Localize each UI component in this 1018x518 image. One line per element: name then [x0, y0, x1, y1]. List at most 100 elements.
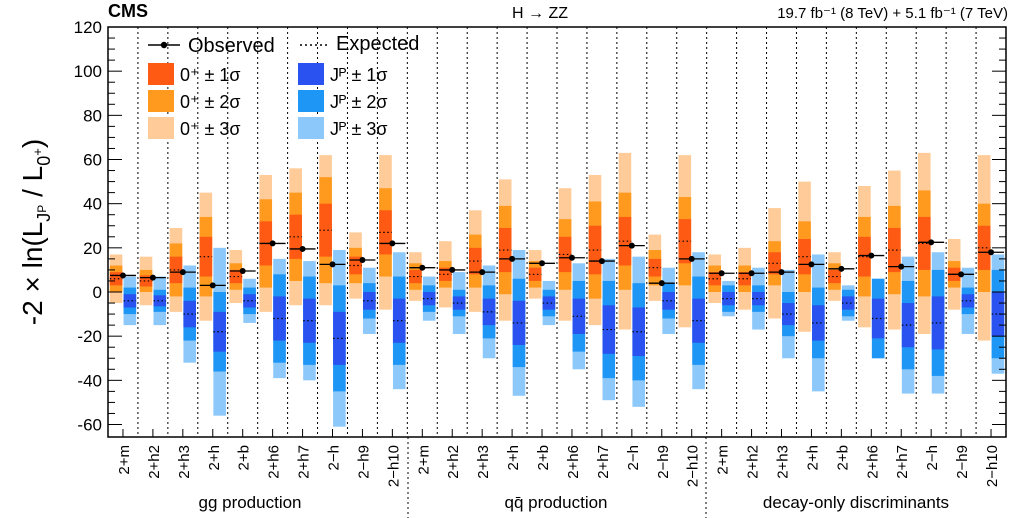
legend-sm-3s-swatch: [148, 117, 174, 139]
sm-1s-band-2-9: [977, 225, 991, 270]
legend-alt-2s-swatch: [298, 90, 324, 112]
sm-1s-band-0-1: [139, 275, 153, 287]
sm-1s-band-0-7: [319, 203, 332, 257]
y-tick-label--40: -40: [77, 371, 102, 390]
sm-1s-band-1-9: [678, 219, 692, 264]
alt-1s-band-1-0: [422, 292, 436, 306]
legend-alt-1s-swatch: [298, 63, 324, 85]
legend-sm-2s-swatch: [148, 90, 174, 112]
x-tick-label-0-7: 2−h: [326, 445, 343, 470]
observed-marker-2-9: [988, 249, 995, 256]
x-tick-label-1-5: 2+h6: [565, 445, 582, 479]
sm-1s-band-1-8: [648, 258, 662, 277]
sm-1s-band-1-3: [498, 227, 512, 273]
y-tick-label-40: 40: [83, 195, 102, 214]
legend-observed-marker: [160, 41, 168, 49]
sm-1s-band-2-3: [798, 239, 811, 275]
sm-1s-band-0-9: [379, 210, 392, 255]
sm-1s-band-1-1: [439, 267, 452, 281]
sm-1s-band-0-4: [229, 269, 243, 284]
observed-marker-1-1: [449, 266, 456, 273]
alt-1s-band-2-4: [841, 296, 855, 310]
y-tick-label-0: 0: [93, 283, 102, 302]
observed-marker-2-2: [778, 269, 785, 276]
sm-1s-band-2-6: [888, 227, 901, 273]
observed-marker-2-1: [748, 270, 755, 277]
x-tick-label-2-3: 2+h: [804, 445, 821, 470]
observed-marker-2-6: [898, 263, 905, 270]
x-tick-label-0-6: 2+h7: [296, 445, 313, 479]
x-tick-label-2-0: 2+m: [715, 445, 732, 475]
alt-1s-band-1-7: [632, 307, 646, 357]
x-tick-label-2-6: 2+h7: [894, 445, 911, 479]
observed-marker-0-4: [239, 268, 246, 275]
x-tick-label-1-1: 2+h2: [445, 445, 462, 479]
x-tick-label-0-4: 2+b: [236, 445, 253, 470]
alt-1s-band-1-6: [602, 305, 616, 354]
observed-marker-1-5: [568, 254, 575, 261]
observed-marker-0-6: [299, 245, 306, 252]
x-tick-label-2-7: 2−h: [924, 445, 941, 470]
sm-1s-band-2-5: [858, 236, 871, 277]
observed-marker-2-0: [718, 270, 725, 277]
observed-marker-1-6: [598, 258, 605, 265]
x-tick-label-2-5: 2+h6: [864, 445, 881, 479]
observed-marker-2-7: [928, 239, 935, 246]
alt-1s-band-0-7: [333, 311, 346, 365]
x-axis: 2+m 2+h2 2+h3 2+h 2+b 2+h6 2+h7 2−h 2−h9 2−h10 2+m…: [116, 429, 1001, 487]
process-label: H → ZZ: [512, 5, 568, 22]
sm-1s-band-2-7: [917, 216, 931, 270]
observed-marker-1-2: [479, 269, 486, 276]
legend-sm-3s-label: 0⁺ ± 3σ: [180, 119, 241, 139]
observed-marker-2-5: [868, 252, 875, 259]
group-label-qq: qq̄ production: [504, 493, 607, 512]
sm-1s-band-0-8: [349, 256, 362, 275]
x-tick-label-2-8: 2−h9: [954, 445, 971, 479]
alt-1s-band-2-0: [722, 292, 735, 306]
y-axis-title: -2 × ln(LJP / L0+): [17, 139, 54, 325]
observed-marker-0-3: [209, 282, 216, 289]
legend: Observed Expected 0⁺ ± 1σ 0⁺ ± 2σ 0⁺ ± 3…: [148, 33, 419, 139]
sm-1s-band-1-5: [558, 236, 572, 273]
x-tick-label-1-2: 2+h3: [475, 445, 492, 479]
observed-marker-1-4: [539, 260, 546, 267]
observed-marker-0-7: [329, 261, 336, 268]
alt-1s-band-2-2: [782, 303, 795, 326]
observed-marker-1-9: [688, 255, 695, 262]
observed-marker-0-1: [149, 274, 156, 281]
alt-1s-band-0-1: [153, 295, 167, 307]
observed-marker-1-3: [509, 255, 516, 262]
x-tick-label-2-4: 2+b: [834, 445, 851, 470]
alt-1s-band-2-8: [961, 294, 975, 308]
alt-1s-band-0-9: [392, 298, 406, 343]
x-tick-label-1-3: 2+h: [505, 445, 522, 470]
legend-sm-1s-label: 0⁺ ± 1σ: [180, 65, 241, 85]
alt-1s-band-1-1: [452, 296, 466, 310]
sm-1s-band-1-2: [468, 247, 482, 275]
alt-1s-band-2-6: [901, 303, 915, 348]
x-tick-label-0-2: 2+h3: [176, 445, 193, 479]
observed-marker-0-0: [119, 272, 126, 279]
observed-marker-2-3: [808, 261, 815, 268]
legend-alt-2s-label: Jᴾ ± 2σ: [330, 92, 388, 112]
x-tick-label-0-9: 2−h10: [385, 445, 402, 487]
alt-1s-band-0-3: [213, 311, 226, 352]
observed-marker-0-9: [389, 240, 396, 247]
y-tick-label-20: 20: [83, 239, 102, 258]
legend-sm-1s-swatch: [148, 63, 174, 85]
x-tick-label-2-2: 2+h3: [775, 445, 792, 479]
alt-1s-band-1-3: [512, 300, 526, 345]
observed-marker-1-8: [658, 280, 665, 287]
sm-1s-band-1-4: [528, 267, 542, 281]
alt-1s-band-0-6: [303, 298, 316, 343]
x-tick-label-0-5: 2+h6: [266, 445, 283, 479]
sm-1s-band-2-4: [828, 269, 841, 284]
alt-1s-band-0-0: [123, 294, 137, 308]
sm-1s-band-2-0: [708, 272, 722, 286]
legend-alt-3s-swatch: [298, 117, 324, 139]
observed-marker-0-8: [359, 256, 366, 263]
sm-1s-band-0-6: [289, 214, 302, 259]
alt-1s-band-2-5: [871, 298, 885, 339]
y-tick-label--20: -20: [77, 327, 102, 346]
